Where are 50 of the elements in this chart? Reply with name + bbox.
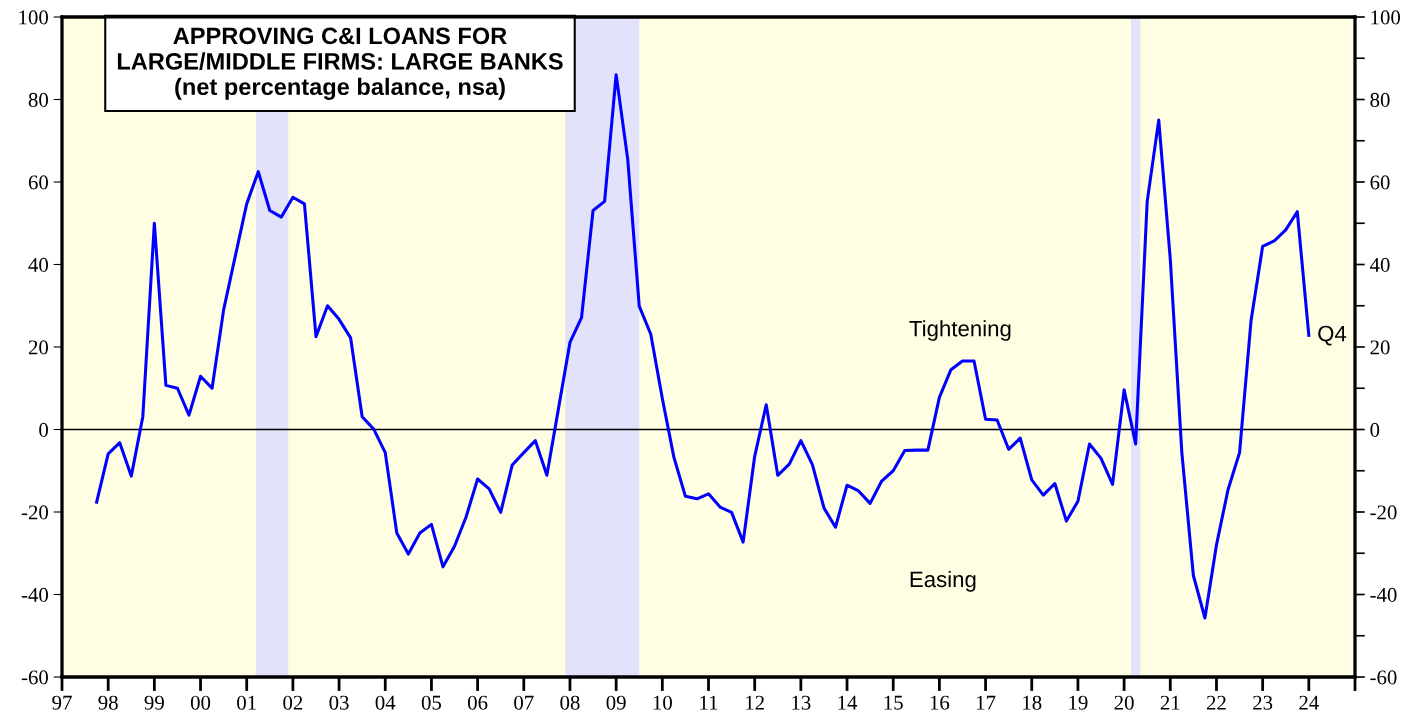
x-tick-label: 17 bbox=[976, 695, 996, 710]
x-tick-label: 12 bbox=[746, 695, 764, 710]
x-tick-label: 02 bbox=[283, 695, 303, 710]
x-tick-label: 11 bbox=[700, 695, 718, 710]
x-tick-label: 97 bbox=[52, 695, 72, 710]
x-tick-label: 20 bbox=[1114, 695, 1134, 710]
y2-tick-label: 100 bbox=[1371, 10, 1401, 25]
x-tick-label: 00 bbox=[190, 695, 211, 710]
x-tick-label: 23 bbox=[1253, 695, 1273, 710]
annotation: Q4 bbox=[1318, 325, 1347, 346]
y-tick-label: -40 bbox=[21, 587, 49, 602]
x-tick-label: 05 bbox=[421, 695, 442, 710]
x-tick-label: 07 bbox=[514, 695, 534, 710]
y-tick-label: 60 bbox=[28, 175, 49, 190]
y2-tick-label: -60 bbox=[1370, 670, 1397, 685]
y-tick-label: 80 bbox=[28, 92, 49, 107]
y2-tick-label: -40 bbox=[1370, 587, 1397, 602]
x-tick-label: 24 bbox=[1299, 695, 1319, 710]
x-tick-label: 98 bbox=[98, 695, 118, 710]
x-tick-label: 04 bbox=[375, 695, 396, 710]
y-tick-label: 0 bbox=[39, 422, 49, 437]
text: APPROVING C&I LOANS FOR LARGE/MIDDLE FIRMS: LARGE BANKS (net percentage balance, nsa) bbox=[117, 27, 563, 100]
y2-tick-label: -20 bbox=[1370, 505, 1397, 520]
y-tick-label: 40 bbox=[28, 257, 49, 272]
y-tick-label: -60 bbox=[21, 670, 49, 685]
x-tick-label: 22 bbox=[1206, 695, 1226, 710]
y2-tick-label: 40 bbox=[1369, 257, 1390, 272]
x-tick-label: 16 bbox=[930, 695, 950, 710]
x-tick-label: 08 bbox=[560, 695, 580, 710]
y-tick-label: 100 bbox=[19, 10, 49, 25]
x-tick-label: 18 bbox=[1023, 695, 1042, 710]
y-tick-label: 20 bbox=[28, 340, 49, 355]
x-tick-label: 10 bbox=[653, 695, 672, 710]
annotation: Tightening bbox=[909, 320, 1011, 341]
x-tick-label: 06 bbox=[467, 695, 488, 710]
y2-tick-label: 60 bbox=[1370, 175, 1390, 190]
x-tick-label: 14 bbox=[838, 695, 858, 710]
x-tick-label: 15 bbox=[884, 695, 903, 710]
y2-tick-label: 20 bbox=[1370, 340, 1390, 355]
x-tick-label: 99 bbox=[144, 695, 164, 710]
y2-tick-label: 0 bbox=[1370, 422, 1380, 437]
x-tick-label: 19 bbox=[1069, 695, 1088, 710]
annotation: Easing bbox=[910, 570, 976, 592]
x-tick-label: 01 bbox=[237, 695, 256, 710]
y2-tick-label: 80 bbox=[1370, 92, 1390, 107]
x-tick-label: 13 bbox=[792, 695, 811, 710]
x-tick-label: 09 bbox=[606, 695, 626, 710]
x-tick-label: 21 bbox=[1160, 695, 1180, 710]
y-tick-label: -20 bbox=[21, 505, 49, 520]
x-tick-label: 03 bbox=[329, 695, 349, 710]
